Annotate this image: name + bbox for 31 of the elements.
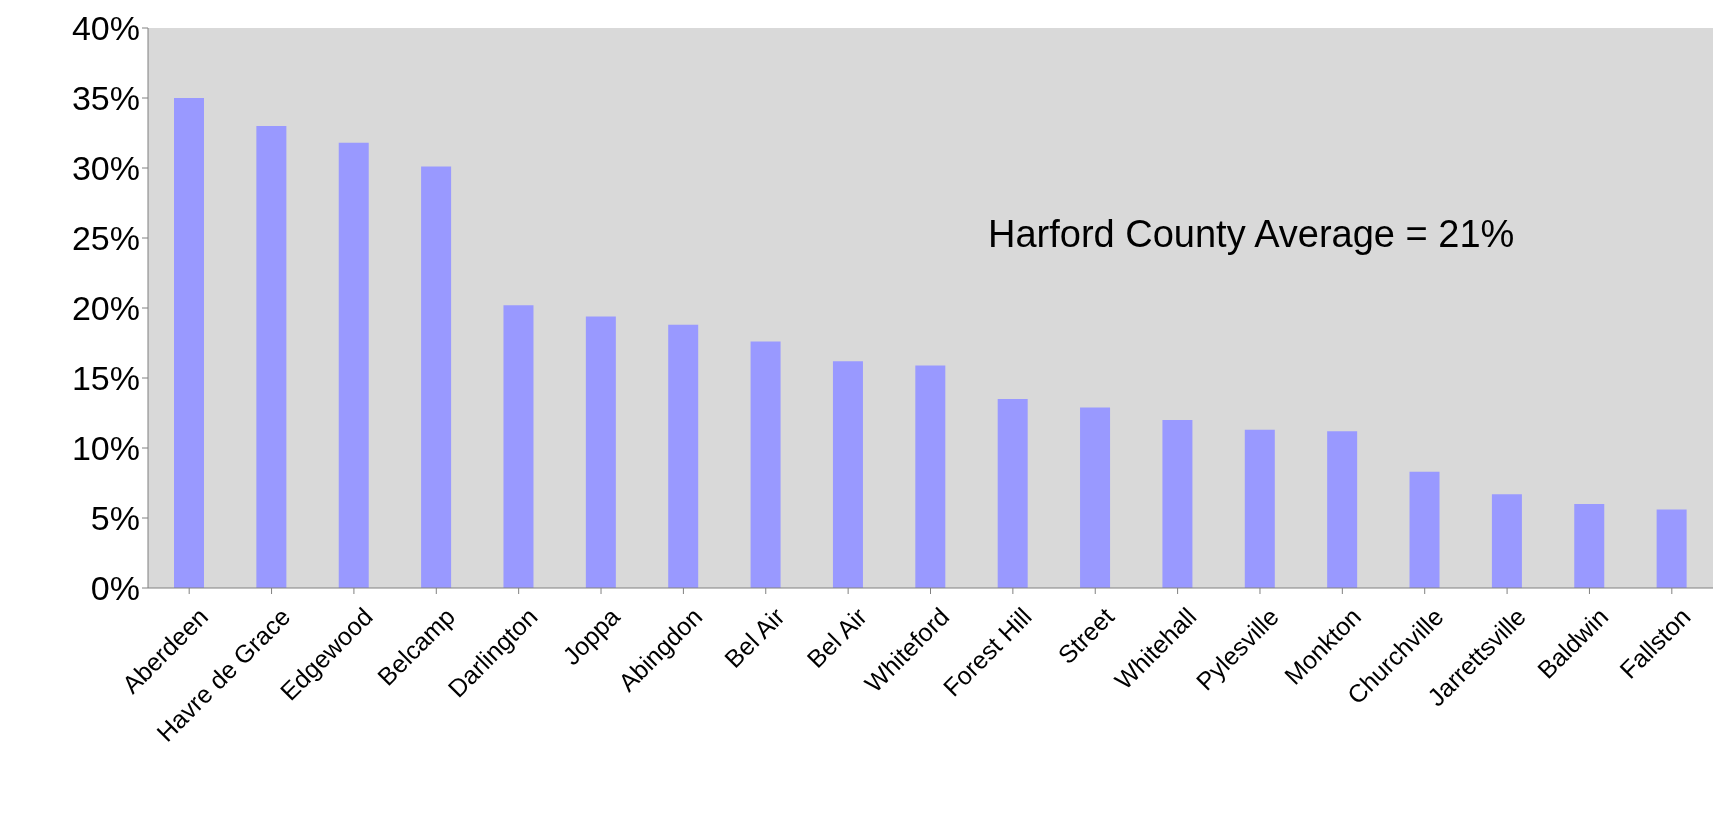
bar <box>1409 471 1440 588</box>
y-tick-label: 25% <box>71 219 140 258</box>
bar <box>1656 509 1687 588</box>
bar <box>256 126 287 588</box>
bar <box>338 142 369 588</box>
y-tick-label: 10% <box>71 429 140 468</box>
bar <box>750 341 781 588</box>
y-tick-label: 35% <box>71 79 140 118</box>
y-tick-label: 30% <box>71 149 140 188</box>
bar <box>1491 494 1522 588</box>
x-tick-label: Bel Air <box>718 602 790 674</box>
y-tick-label: 20% <box>71 289 140 328</box>
bar <box>1574 504 1605 588</box>
bar <box>668 324 699 588</box>
bar <box>1244 429 1275 588</box>
bar <box>421 166 452 588</box>
bar <box>174 98 204 588</box>
bar <box>915 365 946 588</box>
bar <box>503 305 534 588</box>
annotation: Harford County Average = 21% <box>988 213 1515 256</box>
bar <box>997 399 1028 588</box>
bar <box>1327 431 1358 588</box>
x-tick-label: Bel Air <box>801 602 873 674</box>
y-tick-label: 15% <box>71 359 140 398</box>
bar <box>832 361 863 588</box>
y-tick-label: 5% <box>90 499 140 538</box>
bar <box>1080 407 1111 588</box>
y-tick-label: 40% <box>71 9 140 48</box>
bar <box>1162 420 1193 588</box>
bar <box>585 316 616 588</box>
y-tick-label: 0% <box>90 569 140 608</box>
